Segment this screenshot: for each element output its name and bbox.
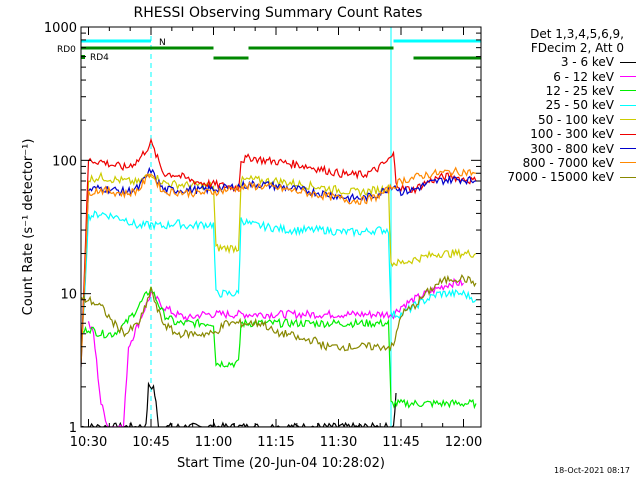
legend-swatch — [620, 176, 636, 178]
y-tick-label-3: 1000 — [44, 21, 77, 36]
legend-swatch — [620, 61, 636, 63]
series-line-7 — [81, 166, 477, 367]
legend-swatch — [620, 104, 636, 106]
flag-label-rd4: RD4 — [90, 53, 109, 63]
series-line-6 — [81, 166, 477, 368]
legend-label: 7000 - 15000 keV — [507, 170, 614, 185]
legend-swatch — [620, 148, 636, 150]
y-tick-label-1: 10 — [60, 288, 77, 303]
x-tick-label-4: 11:30 — [320, 435, 357, 450]
plot-area: N RD0 RD4 — [57, 27, 481, 427]
flag-label-n: N — [159, 38, 166, 48]
legend-entry-2: 12 - 25 keV — [478, 84, 638, 98]
flag-label-rd0: RD0 — [57, 45, 76, 55]
y-tick-label-2: 100 — [52, 154, 77, 169]
legend-label: 12 - 25 keV — [545, 83, 614, 98]
legend-entry-5: 100 - 300 keV — [478, 127, 638, 141]
plot-frame — [80, 26, 482, 428]
series-line-1 — [87, 277, 464, 427]
y-tick-label-0: 1 — [69, 421, 77, 436]
legend-label: 25 - 50 keV — [545, 98, 614, 113]
legend-label: 6 - 12 keV — [553, 69, 614, 84]
legend-label: 800 - 7000 keV — [522, 155, 614, 170]
legend-swatch — [620, 76, 636, 78]
x-tick-label-6: 12:00 — [445, 435, 482, 450]
legend-entry-4: 50 - 100 keV — [478, 113, 638, 127]
series-line-2 — [81, 286, 477, 410]
x-tick-label-0: 10:30 — [70, 435, 107, 450]
legend-entry-8: 7000 - 15000 keV — [478, 170, 638, 184]
legend-label: 300 - 800 keV — [530, 141, 614, 156]
series-line-5 — [81, 137, 477, 364]
series-line-3 — [81, 210, 477, 361]
x-tick-label-5: 11:45 — [382, 435, 419, 450]
legend-entry-6: 300 - 800 keV — [478, 141, 638, 156]
y-axis-label: Count Rate (s⁻¹ detector⁻¹) — [21, 139, 36, 316]
x-tick-label-3: 11:15 — [257, 435, 294, 450]
footer-timestamp: 18-Oct-2021 08:17 — [554, 466, 630, 475]
axis-ticks: 10:30 10:45 11:00 11:15 11:30 11:45 12:00 1 10 10… — [44, 21, 482, 450]
legend-header-2: FDecim 2, Att 0 — [530, 41, 624, 55]
legend: Det 1,3,4,5,6,9, FDecim 2, Att 0 3 - 6 k… — [478, 27, 638, 185]
legend-swatch — [620, 133, 636, 135]
legend-label: 3 - 6 keV — [560, 55, 614, 70]
x-axis-label: Start Time (20-Jun-04 10:28:02) — [177, 456, 385, 471]
legend-swatch — [620, 119, 636, 121]
x-tick-label-2: 11:00 — [195, 435, 232, 450]
legend-entry-0: 3 - 6 keV — [478, 55, 638, 69]
legend-entry-1: 6 - 12 keV — [478, 69, 638, 84]
legend-label: 50 - 100 keV — [537, 112, 614, 127]
series-line-0 — [81, 381, 397, 427]
legend-header-1: Det 1,3,4,5,6,9, — [530, 27, 624, 41]
legend-swatch — [620, 90, 636, 92]
chart-title: RHESSI Observing Summary Count Rates — [134, 5, 423, 21]
legend-label: 100 - 300 keV — [530, 127, 614, 142]
legend-entry-7: 800 - 7000 keV — [478, 156, 638, 170]
legend-swatch — [620, 162, 636, 164]
series-line-8 — [81, 274, 477, 352]
legend-entry-3: 25 - 50 keV — [478, 98, 638, 112]
x-tick-label-1: 10:45 — [132, 435, 169, 450]
